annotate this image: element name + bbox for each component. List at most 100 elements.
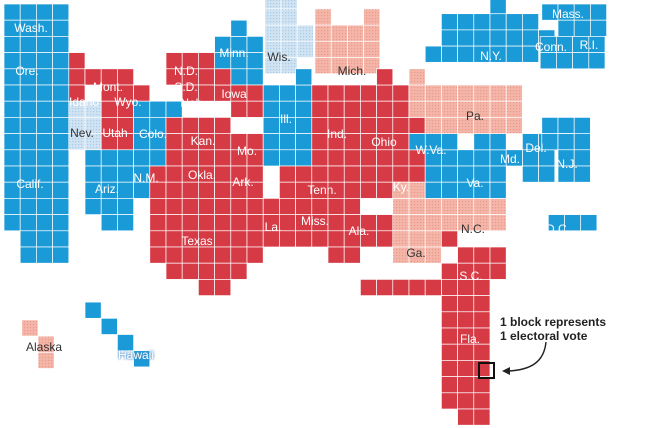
vote-block: [392, 165, 410, 183]
vote-block: [68, 117, 86, 134]
vote-block: [181, 68, 199, 86]
legend-arrow-path: [507, 341, 547, 372]
vote-block: [117, 149, 134, 167]
state-sc: [441, 230, 507, 280]
vote-block: [198, 165, 215, 183]
vote-block: [424, 214, 442, 232]
vote-block: [572, 52, 590, 70]
vote-block: [100, 117, 118, 134]
vote-block: [165, 246, 183, 264]
vote-block: [3, 84, 21, 102]
vote-block: [330, 24, 348, 42]
vote-block: [52, 149, 70, 167]
vote-block: [264, 40, 282, 58]
vote-block: [441, 29, 458, 47]
vote-block: [311, 230, 329, 248]
vote-block: [198, 246, 215, 264]
vote-block: [280, 0, 298, 10]
vote-block: [117, 117, 134, 134]
vote-block: [295, 133, 313, 151]
state-ore: [3, 52, 70, 86]
vote-block: [133, 100, 151, 118]
vote-block: [100, 214, 118, 232]
vote-block: [408, 198, 426, 215]
vote-block: [19, 133, 37, 151]
vote-block: [473, 392, 491, 410]
vote-block: [230, 181, 248, 199]
vote-block: [343, 181, 361, 199]
vote-block: [165, 198, 183, 215]
vote-block: [181, 52, 199, 70]
vote-block: [262, 133, 280, 151]
vote-block: [198, 52, 215, 70]
state-mich: [314, 8, 381, 75]
vote-block: [360, 133, 377, 151]
vote-block: [473, 295, 491, 313]
vote-block: [408, 230, 426, 248]
vote-block: [165, 165, 183, 183]
state-ky: [343, 165, 426, 199]
vote-block: [424, 279, 442, 296]
vote-block: [473, 198, 491, 215]
vote-block: [441, 165, 458, 183]
vote-block: [363, 40, 381, 58]
vote-block: [52, 165, 70, 183]
vote-block: [165, 214, 183, 232]
state-ariz: [84, 149, 134, 232]
vote-block: [214, 117, 232, 134]
vote-block: [181, 246, 199, 264]
vote-block: [149, 246, 167, 264]
vote-block: [441, 149, 458, 167]
vote-block: [522, 29, 539, 47]
vote-block: [230, 52, 248, 70]
vote-block: [52, 68, 70, 86]
vote-block: [214, 262, 232, 280]
vote-block: [19, 52, 37, 70]
vote-block: [100, 317, 118, 335]
vote-block: [457, 198, 475, 215]
vote-block: [392, 279, 410, 296]
vote-block: [117, 100, 134, 118]
vote-block: [457, 262, 475, 280]
vote-block: [360, 165, 377, 183]
vote-block: [133, 117, 151, 134]
state-alaska: [21, 319, 55, 369]
vote-block: [557, 19, 575, 37]
vote-block: [279, 117, 296, 134]
legend-arrow-head: [502, 367, 510, 375]
vote-block: [280, 24, 298, 42]
vote-block: [360, 84, 377, 102]
vote-block: [230, 68, 248, 86]
vote-block: [311, 181, 329, 199]
vote-block: [489, 149, 507, 167]
vote-block: [295, 230, 313, 248]
vote-block: [424, 246, 442, 264]
state-sd: [165, 68, 215, 86]
vote-block: [376, 214, 394, 232]
vote-block: [214, 36, 232, 53]
vote-block: [198, 84, 215, 102]
vote-block: [279, 133, 296, 151]
vote-block: [424, 149, 442, 167]
vote-block: [538, 149, 556, 167]
state-nev: [68, 100, 102, 151]
vote-block: [68, 100, 86, 118]
vote-block: [311, 165, 329, 183]
state-texas: [149, 181, 264, 296]
vote-block: [441, 392, 458, 410]
vote-block: [457, 214, 475, 232]
vote-block: [52, 19, 70, 37]
vote-block: [68, 52, 86, 70]
vote-block: [489, 165, 507, 183]
vote-block: [19, 3, 37, 21]
vote-block: [457, 360, 475, 377]
vote-block: [262, 214, 280, 232]
vote-block: [441, 100, 458, 118]
vote-block: [84, 117, 102, 134]
vote-block: [327, 181, 345, 199]
vote-block: [311, 149, 329, 167]
vote-block: [441, 262, 458, 280]
vote-block: [52, 246, 70, 264]
vote-block: [19, 68, 37, 86]
vote-block: [408, 279, 426, 296]
